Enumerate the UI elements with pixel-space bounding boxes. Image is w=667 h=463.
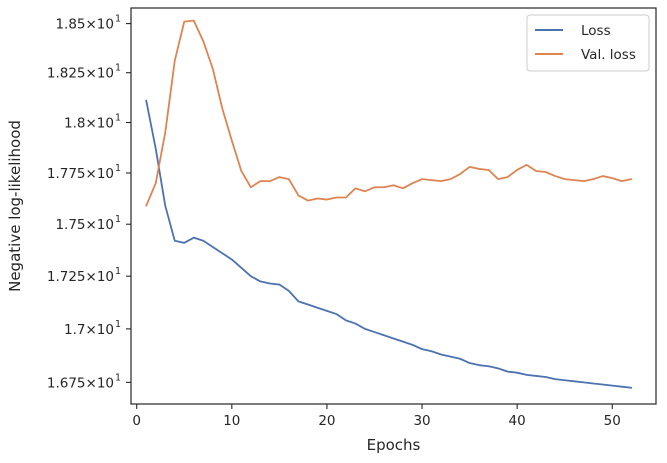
y-tick-label: 1.7×10 xyxy=(64,322,114,338)
x-axis: 0 10 20 30 40 50 xyxy=(132,404,621,429)
y-tick-exponent: 1 xyxy=(115,266,121,277)
y-axis: 1.675×10 11.7×10 11.725×10 11.75×10 11.775×1… xyxy=(47,14,131,391)
y-tick-label: 1.725×10 xyxy=(47,269,114,285)
axes-frame xyxy=(130,7,657,405)
y-tick-exponent: 1 xyxy=(115,113,121,124)
x-tick-label: 50 xyxy=(604,413,621,429)
series-lines xyxy=(145,19,633,389)
x-tick-label: 30 xyxy=(413,413,430,429)
legend-label-loss: Loss xyxy=(581,23,611,39)
legend-label-val-loss: Val. loss xyxy=(581,47,636,63)
y-tick-label: 1.8×10 xyxy=(64,116,114,132)
y-tick-label: 1.775×10 xyxy=(47,166,114,182)
y-tick-label: 1.75×10 xyxy=(55,217,114,233)
y-tick-label: 1.85×10 xyxy=(55,17,114,33)
y-tick-label: 1.675×10 xyxy=(47,375,114,391)
y-tick-exponent: 1 xyxy=(115,214,121,225)
y-tick-exponent: 1 xyxy=(115,372,121,383)
legend: Loss Val. loss xyxy=(526,14,650,72)
y-axis-label: Negative log-likelihood xyxy=(6,120,24,292)
y-tick-exponent: 1 xyxy=(115,163,121,174)
plot-area xyxy=(130,7,657,405)
x-axis-label: Epochs xyxy=(367,436,421,454)
x-tick-label: 0 xyxy=(132,413,141,429)
x-tick-label: 20 xyxy=(318,413,335,429)
y-tick-exponent: 1 xyxy=(115,319,121,330)
y-tick-label: 1.825×10 xyxy=(47,66,114,82)
series-line-val-loss xyxy=(145,19,633,207)
x-tick-label: 40 xyxy=(509,413,526,429)
series-line-loss xyxy=(145,99,633,389)
y-tick-exponent: 1 xyxy=(115,14,121,25)
x-tick-label: 10 xyxy=(223,413,240,429)
y-tick-exponent: 1 xyxy=(115,63,121,74)
